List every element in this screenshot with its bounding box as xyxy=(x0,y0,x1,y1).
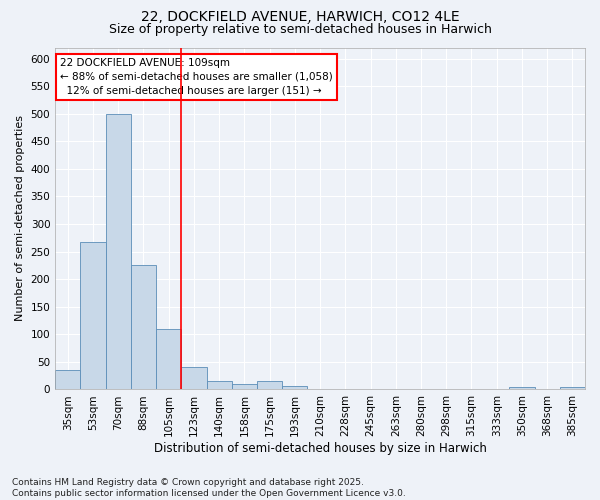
Text: 22 DOCKFIELD AVENUE: 109sqm
← 88% of semi-detached houses are smaller (1,058)
  : 22 DOCKFIELD AVENUE: 109sqm ← 88% of sem… xyxy=(61,58,333,96)
Bar xyxy=(55,370,80,390)
Y-axis label: Number of semi-detached properties: Number of semi-detached properties xyxy=(15,116,25,322)
Bar xyxy=(131,266,156,390)
Bar xyxy=(282,386,307,390)
Bar xyxy=(206,381,232,390)
Bar xyxy=(560,386,585,390)
Text: Size of property relative to semi-detached houses in Harwich: Size of property relative to semi-detach… xyxy=(109,22,491,36)
X-axis label: Distribution of semi-detached houses by size in Harwich: Distribution of semi-detached houses by … xyxy=(154,442,487,455)
Text: 22, DOCKFIELD AVENUE, HARWICH, CO12 4LE: 22, DOCKFIELD AVENUE, HARWICH, CO12 4LE xyxy=(140,10,460,24)
Bar xyxy=(232,384,257,390)
Bar xyxy=(156,329,181,390)
Text: Contains HM Land Registry data © Crown copyright and database right 2025.
Contai: Contains HM Land Registry data © Crown c… xyxy=(12,478,406,498)
Bar xyxy=(257,381,282,390)
Bar xyxy=(509,388,535,390)
Bar xyxy=(181,368,206,390)
Bar xyxy=(80,242,106,390)
Bar xyxy=(106,114,131,390)
